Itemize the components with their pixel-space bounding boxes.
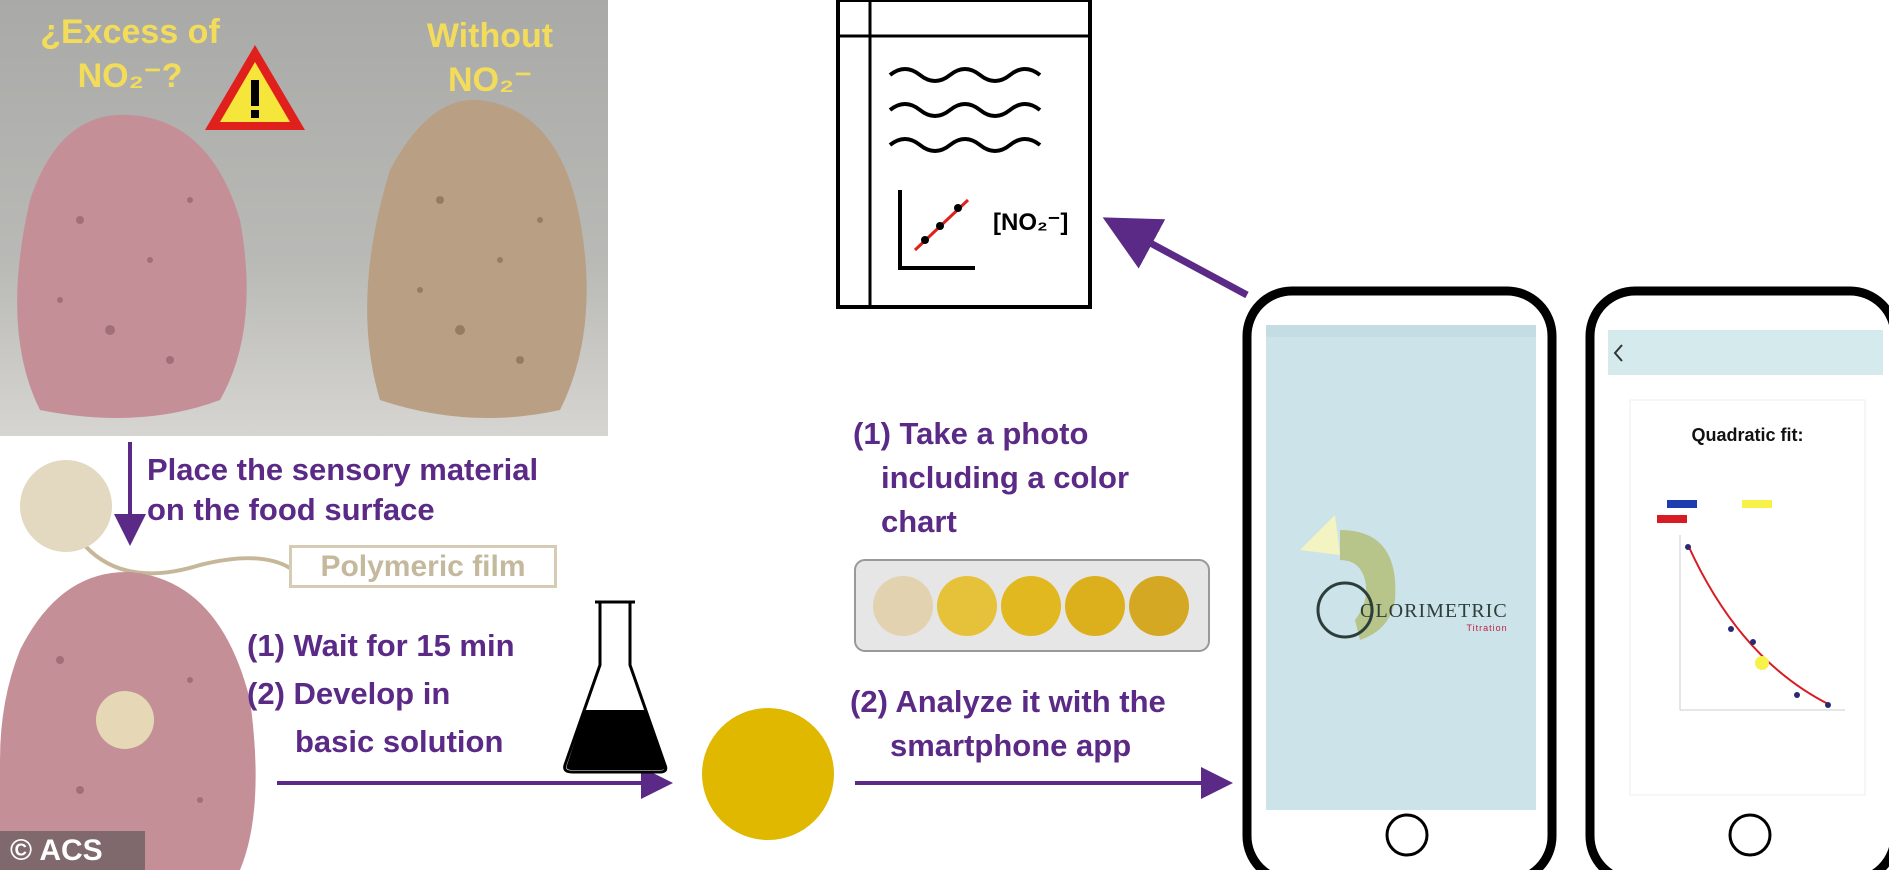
color-chart-swatch (937, 576, 997, 636)
step-photo-line2: including a color (881, 460, 1130, 495)
film-on-meat (96, 691, 154, 749)
step-photo-line3: chart (881, 504, 957, 539)
app-name: OLORIMETRIC (1360, 600, 1508, 622)
report-document-icon (836, 0, 1092, 309)
warning-triangle-icon (205, 45, 305, 130)
excess-nitrite-formula: NO₂⁻? (77, 57, 183, 95)
results-title: Quadratic fit: (1691, 425, 1804, 445)
color-chart-swatch (1065, 576, 1125, 636)
document-concentration-label: [NO₂⁻] (993, 209, 1069, 236)
flask-icon (563, 600, 668, 774)
step-develop-line2: basic solution (295, 724, 504, 759)
polymeric-film-label: Polymeric film (320, 550, 526, 583)
without-nitrite-formula: NO₂⁻ (447, 61, 533, 99)
excess-nitrite-label: ¿Excess of (40, 13, 220, 51)
step-place-line2: on the food surface (147, 492, 435, 527)
color-chart-swatch (1001, 576, 1061, 636)
developed-yellow-sample (702, 708, 834, 840)
step-develop: (2) Develop in (247, 676, 451, 711)
meat-with-nitrite (17, 114, 247, 418)
without-nitrite-label: Without (426, 17, 554, 55)
polymeric-film-disc (20, 460, 112, 552)
app-subtitle: Titration (1466, 623, 1508, 633)
step-place-line1: Place the sensory material (147, 452, 539, 487)
arrow-to-document (1102, 217, 1249, 299)
copyright: © ACS (0, 831, 145, 870)
app-logo-text: OLORIMETRIC Titration (1360, 600, 1508, 633)
meat-without-nitrite (367, 99, 587, 418)
food-photo: ¿Excess of NO₂⁻? Without NO₂⁻ (0, 0, 608, 436)
step-analyze-line1: (2) Analyze it with the (850, 684, 1166, 719)
color-chart-swatch (873, 576, 933, 636)
polymeric-film-label-box: Polymeric film (289, 545, 557, 588)
step-analyze-line2: smartphone app (890, 728, 1132, 763)
color-chart-swatch (1129, 576, 1189, 636)
phone-splash (1242, 286, 1557, 870)
step-wait: (1) Wait for 15 min (247, 628, 515, 663)
meat-samples (17, 45, 587, 418)
step-photo-line1: (1) Take a photo (853, 416, 1089, 451)
phone-results (1585, 286, 1889, 870)
